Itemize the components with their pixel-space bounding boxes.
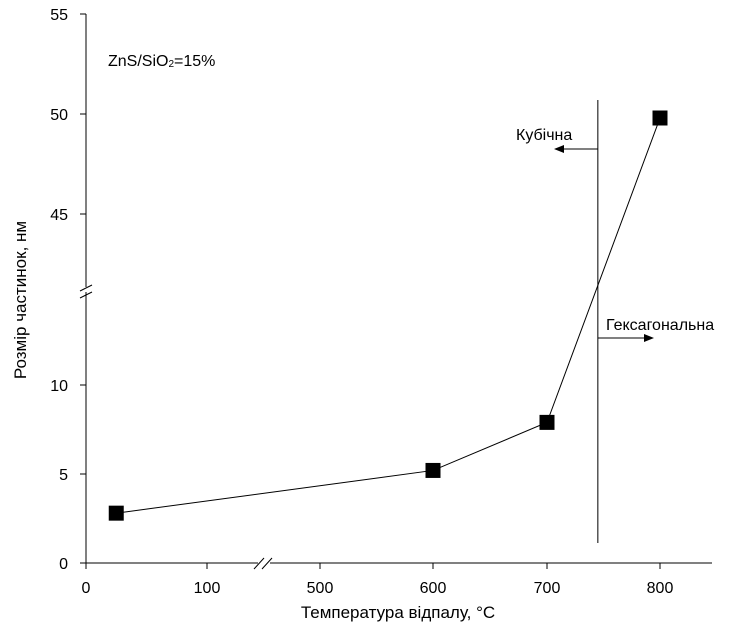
series-line [116, 117, 661, 514]
x-break-mark [261, 557, 273, 570]
y-tick-label: 50 [50, 107, 68, 124]
phase-label-cubic: Кубічна [516, 127, 572, 144]
series [108, 110, 668, 521]
axes [79, 14, 712, 570]
y-tick-label: 10 [50, 378, 68, 395]
x-tick-label: 100 [194, 580, 221, 597]
y-tick-label: 45 [50, 207, 68, 224]
arrow-left-head [554, 145, 564, 153]
data-point [652, 110, 668, 126]
sample-label: ZnS/SiO2=15% [108, 53, 215, 70]
y-ticks: 0 5 10 45 50 55 [50, 7, 86, 573]
x-tick-label: 800 [647, 580, 674, 597]
data-point [108, 505, 124, 521]
x-tick-label: 600 [420, 580, 447, 597]
y-break-mark [79, 284, 93, 292]
data-point [425, 462, 441, 478]
x-tick-label: 0 [82, 580, 91, 597]
x-ticks: 0 100 500 600 700 800 [82, 563, 674, 597]
y-axis-title: Розмір частинок, нм [11, 221, 30, 379]
x-axis-title: Температура відпалу, °C [301, 603, 495, 622]
y-tick-label: 0 [59, 556, 68, 573]
annotations: ZnS/SiO2=15% Кубічна Гексагональна [108, 53, 714, 543]
x-break-mark [253, 557, 265, 570]
arrow-right-head [644, 334, 654, 342]
x-tick-label: 700 [534, 580, 561, 597]
y-break-mark [79, 291, 93, 299]
y-tick-label: 5 [59, 467, 68, 484]
x-tick-label: 500 [307, 580, 334, 597]
data-point [539, 414, 555, 430]
phase-label-hexagonal: Гексагональна [606, 317, 714, 334]
y-tick-label: 55 [50, 7, 68, 24]
